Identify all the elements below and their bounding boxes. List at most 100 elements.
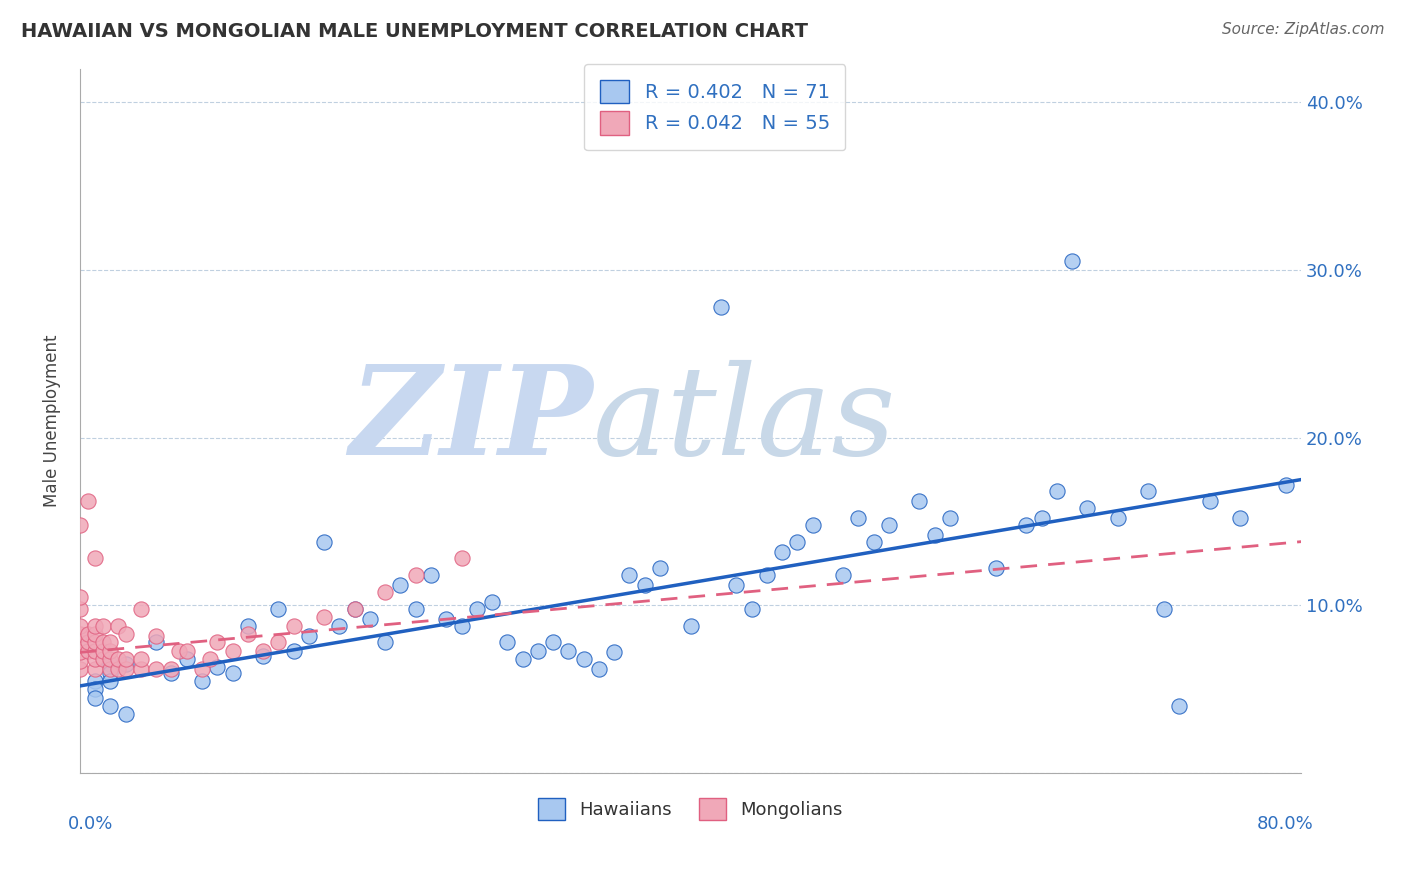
Point bbox=[877, 517, 900, 532]
Point bbox=[496, 635, 519, 649]
Point bbox=[634, 578, 657, 592]
Point bbox=[84, 635, 107, 649]
Point bbox=[541, 635, 564, 649]
Point bbox=[832, 568, 855, 582]
Point bbox=[236, 618, 259, 632]
Point bbox=[160, 665, 183, 680]
Point bbox=[465, 601, 488, 615]
Point bbox=[221, 665, 243, 680]
Point bbox=[710, 300, 733, 314]
Point bbox=[69, 654, 91, 668]
Point bbox=[1046, 484, 1069, 499]
Point bbox=[725, 578, 748, 592]
Point bbox=[588, 662, 610, 676]
Point bbox=[267, 635, 290, 649]
Point bbox=[84, 643, 107, 657]
Point bbox=[191, 673, 214, 688]
Point bbox=[84, 690, 107, 705]
Point bbox=[374, 585, 396, 599]
Point bbox=[100, 652, 122, 666]
Text: HAWAIIAN VS MONGOLIAN MALE UNEMPLOYMENT CORRELATION CHART: HAWAIIAN VS MONGOLIAN MALE UNEMPLOYMENT … bbox=[21, 22, 808, 41]
Point bbox=[741, 601, 763, 615]
Point bbox=[267, 601, 290, 615]
Point bbox=[69, 601, 91, 615]
Point bbox=[1198, 494, 1220, 508]
Point bbox=[69, 590, 91, 604]
Point bbox=[221, 643, 243, 657]
Point bbox=[129, 662, 152, 676]
Point bbox=[207, 635, 229, 649]
Point bbox=[434, 612, 457, 626]
Point bbox=[924, 528, 946, 542]
Point bbox=[572, 652, 595, 666]
Point bbox=[91, 635, 114, 649]
Point bbox=[343, 601, 366, 615]
Point bbox=[252, 643, 274, 657]
Text: ZIP: ZIP bbox=[349, 360, 593, 482]
Point bbox=[114, 657, 136, 672]
Point bbox=[76, 627, 98, 641]
Point bbox=[283, 618, 305, 632]
Point bbox=[176, 652, 198, 666]
Point bbox=[343, 601, 366, 615]
Point bbox=[314, 534, 336, 549]
Point bbox=[114, 652, 136, 666]
Point bbox=[450, 618, 472, 632]
Point bbox=[69, 618, 91, 632]
Point bbox=[129, 652, 152, 666]
Point bbox=[100, 665, 122, 680]
Point bbox=[298, 629, 321, 643]
Point bbox=[283, 643, 305, 657]
Point bbox=[191, 662, 214, 676]
Text: Source: ZipAtlas.com: Source: ZipAtlas.com bbox=[1222, 22, 1385, 37]
Point bbox=[84, 551, 107, 566]
Point bbox=[862, 534, 884, 549]
Point bbox=[69, 662, 91, 676]
Point bbox=[512, 652, 534, 666]
Point bbox=[100, 643, 122, 657]
Point bbox=[145, 629, 167, 643]
Point bbox=[84, 618, 107, 632]
Point bbox=[527, 643, 550, 657]
Point bbox=[619, 568, 641, 582]
Point bbox=[145, 662, 167, 676]
Point bbox=[76, 494, 98, 508]
Point bbox=[84, 627, 107, 641]
Point bbox=[84, 662, 107, 676]
Point bbox=[236, 627, 259, 641]
Point bbox=[252, 648, 274, 663]
Point bbox=[107, 618, 129, 632]
Point bbox=[160, 662, 183, 676]
Point bbox=[786, 534, 808, 549]
Point bbox=[69, 627, 91, 641]
Point bbox=[167, 643, 190, 657]
Point bbox=[679, 618, 702, 632]
Point bbox=[908, 494, 931, 508]
Point bbox=[328, 618, 350, 632]
Point bbox=[145, 635, 167, 649]
Point bbox=[100, 662, 122, 676]
Point bbox=[76, 635, 98, 649]
Point bbox=[481, 595, 503, 609]
Point bbox=[1031, 511, 1053, 525]
Point bbox=[69, 635, 91, 649]
Point bbox=[100, 657, 122, 672]
Point bbox=[450, 551, 472, 566]
Point bbox=[374, 635, 396, 649]
Point bbox=[389, 578, 412, 592]
Text: 80.0%: 80.0% bbox=[1257, 815, 1313, 833]
Point bbox=[939, 511, 962, 525]
Point bbox=[69, 517, 91, 532]
Text: atlas: atlas bbox=[593, 360, 896, 482]
Point bbox=[984, 561, 1007, 575]
Point bbox=[1229, 511, 1251, 525]
Point bbox=[100, 699, 122, 714]
Point bbox=[557, 643, 579, 657]
Point bbox=[405, 568, 427, 582]
Point bbox=[69, 645, 91, 659]
Point bbox=[420, 568, 443, 582]
Legend: Hawaiians, Mongolians: Hawaiians, Mongolians bbox=[530, 791, 851, 828]
Point bbox=[1015, 517, 1038, 532]
Point bbox=[76, 643, 98, 657]
Point bbox=[314, 610, 336, 624]
